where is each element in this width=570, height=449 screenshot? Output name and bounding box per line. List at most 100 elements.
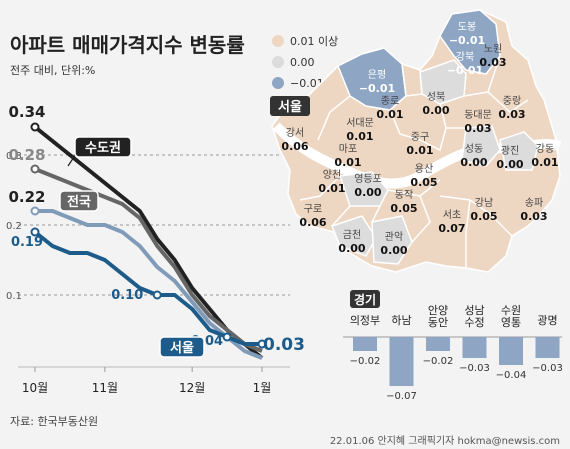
data-label: 0.19 <box>11 235 43 250</box>
series-tag-box <box>59 190 99 212</box>
legend-label-zero: 0.00 <box>290 56 315 69</box>
district-value: 0.00 <box>380 244 407 257</box>
district-border <box>405 69 423 97</box>
gyeonggi-value-label: −0.02 <box>423 356 454 367</box>
legend-label-pos: 0.01 이상 <box>290 35 338 48</box>
series-line-0 <box>33 125 264 360</box>
district-value: 0.06 <box>281 140 308 153</box>
gyeonggi-category-label: 의정부 <box>350 314 380 327</box>
district-value: 0.03 <box>520 210 547 223</box>
gyeonggi-bar <box>389 337 414 386</box>
y-tick-label: 0.3 <box>6 151 22 162</box>
chart-grid <box>18 154 290 296</box>
data-label: 0.22 <box>8 188 45 206</box>
district-value: 0.00 <box>460 156 487 169</box>
district-name: 강서 <box>286 127 304 139</box>
district-value: 0.05 <box>390 202 417 215</box>
district-name: 중랑 <box>503 95 521 107</box>
district-value: 0.01 <box>318 182 345 195</box>
source-text: 자료: 한국부동산원 <box>10 415 98 428</box>
district-value: −0.01 <box>359 82 395 95</box>
data-label: 0.10 <box>111 288 143 303</box>
district-name: 금천 <box>343 229 361 241</box>
gyeonggi-category-label: 영통 <box>501 316 521 329</box>
district-shape-neg <box>439 9 501 75</box>
district-value: 0.05 <box>470 210 497 223</box>
district-name: 강북 <box>456 51 474 63</box>
district-name: 용산 <box>415 163 433 175</box>
map-label-box <box>270 96 310 116</box>
data-point <box>30 227 40 237</box>
y-tick-label: 0.2 <box>6 221 22 232</box>
district-value: 0.01 <box>406 144 433 157</box>
gyeonggi-category-label: 안양 <box>428 304 448 317</box>
district-shape-zero <box>338 171 389 207</box>
district-value: 0.00 <box>354 186 381 199</box>
district-border <box>389 109 421 141</box>
district-value: 0.01 <box>531 156 558 169</box>
x-tick-label: 10월 <box>22 381 48 395</box>
x-tick-label: 12월 <box>179 381 205 395</box>
seoul-district-map: 도봉−0.01강북−0.01노원0.03은평−0.01종로0.01성북0.00중… <box>270 9 562 273</box>
gyeonggi-value-label: −0.03 <box>532 363 563 374</box>
district-name: 중구 <box>411 131 429 143</box>
district-name: 양천 <box>323 169 341 181</box>
gyeonggi-value-label: −0.03 <box>459 363 490 374</box>
gyeonggi-category-label: 수정 <box>464 316 484 329</box>
district-shape-zero <box>331 215 377 257</box>
legend-swatch-zero <box>272 56 284 68</box>
district-border <box>419 127 447 152</box>
data-label: 0.28 <box>8 146 45 164</box>
legend-swatch-pos <box>272 35 284 47</box>
district-value: 0.05 <box>410 176 437 189</box>
district-border <box>465 199 471 268</box>
series-tag-box <box>74 136 132 158</box>
district-value: 0.00 <box>496 158 523 171</box>
credit-text: 22.01.06 안지혜 그래픽기자 hokma@newsis.com <box>330 435 560 447</box>
district-name: 동대문 <box>464 109 492 121</box>
data-point <box>30 122 40 132</box>
page-subtitle: 전주 대비, 단위:% <box>10 64 95 77</box>
district-border <box>299 175 341 201</box>
gyeonggi-bar <box>353 337 377 351</box>
gyeonggi-category-label: 하남 <box>391 313 411 327</box>
district-border <box>331 205 351 227</box>
data-label: 0.03 <box>263 335 305 355</box>
district-value: −0.01 <box>449 34 485 47</box>
district-value: 0.00 <box>422 104 449 117</box>
data-label: 0.34 <box>8 103 45 121</box>
district-labels: 도봉−0.01강북−0.01노원0.03은평−0.01종로0.01성북0.00중… <box>281 21 558 257</box>
district-border <box>411 195 431 243</box>
district-name: 성동 <box>465 143 483 155</box>
district-name: 노원 <box>484 43 502 55</box>
district-name: 강동 <box>536 143 554 155</box>
district-border <box>439 103 466 129</box>
district-name: 동작 <box>395 189 413 201</box>
series-tag-box <box>159 336 205 358</box>
x-axis-ticks: 10월 11월 12월 1월 <box>22 367 271 395</box>
gyeonggi-value-label: −0.02 <box>350 356 381 367</box>
district-name: 서초 <box>443 209 461 221</box>
gyeonggi-title-box <box>350 290 380 308</box>
district-value: 0.01 <box>376 108 403 121</box>
gyeonggi-category-label: 성남 <box>464 304 484 317</box>
series-tag-label-1: 전국 <box>67 194 91 210</box>
district-name: 관악 <box>385 231 403 243</box>
district-border <box>489 213 513 237</box>
series-tag-label-3: 서울 <box>170 340 194 356</box>
gyeonggi-bar <box>462 337 487 358</box>
line-chart: 0.10.20.3 10월 11월 12월 1월 0.340.280.220.190.… <box>6 103 305 395</box>
data-point <box>222 332 232 342</box>
gyeonggi-bar <box>499 337 523 365</box>
gyeonggi-value-label: −0.04 <box>496 370 527 381</box>
district-value: 0.03 <box>498 108 525 121</box>
gyeonggi-title: 경기 <box>354 292 376 307</box>
district-name: 구로 <box>304 204 322 215</box>
gyeonggi-category-label: 광명 <box>537 314 557 327</box>
district-name: 성북 <box>427 91 445 103</box>
district-value: 0.07 <box>438 222 465 235</box>
data-point <box>257 339 267 349</box>
